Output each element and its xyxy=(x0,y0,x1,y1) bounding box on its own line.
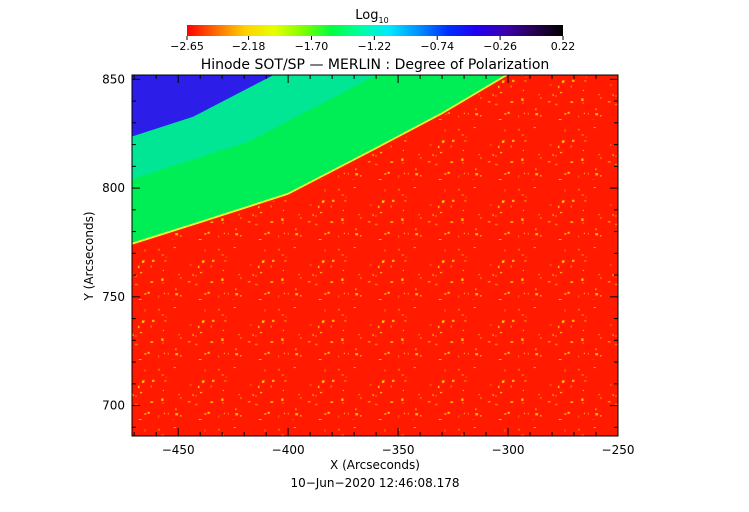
colorbar-tick-label: −2.18 xyxy=(232,40,266,53)
x-tick-label: −250 xyxy=(602,443,635,457)
x-tick-label: −450 xyxy=(162,443,195,457)
colorbar-tick-label: −0.74 xyxy=(420,40,454,53)
y-tick-label: 850 xyxy=(102,72,125,86)
plot-area xyxy=(132,75,618,436)
x-tick-label: −350 xyxy=(382,443,415,457)
colorbar-tick-label: −0.26 xyxy=(483,40,517,53)
off-limb-outer-region xyxy=(132,75,274,137)
colorbar: Log10 −2.65 −2.18 −1.70 −1.22 −0.74 −0.26 0.22 xyxy=(170,8,575,53)
chart-title: Hinode SOT/SP — MERLIN : Degree of Polar… xyxy=(201,57,550,73)
colorbar-tick-label: −1.22 xyxy=(357,40,391,53)
plot-frame xyxy=(131,74,619,437)
x-tick-label: −400 xyxy=(272,443,305,457)
x-axis: −450 −400 −350 −300 −250 xyxy=(133,75,635,457)
y-tick-label: 700 xyxy=(102,399,125,413)
y-axis-label: Y (Arcseconds) xyxy=(82,211,96,301)
colorbar-label: Log10 xyxy=(355,8,388,25)
y-tick-label: 800 xyxy=(102,181,125,195)
y-axis: 700 750 800 850 xyxy=(102,72,618,428)
timestamp: 10−Jun−2020 12:46:08.178 xyxy=(290,476,459,490)
colorbar-tick-label: 0.22 xyxy=(551,40,576,53)
x-axis-label: X (Arcseconds) xyxy=(330,458,420,472)
colorbar-gradient xyxy=(187,25,563,36)
colorbar-tick-label: −1.70 xyxy=(295,40,329,53)
colorbar-tick-label: −2.65 xyxy=(170,40,204,53)
y-tick-label: 750 xyxy=(102,290,125,304)
x-tick-label: −300 xyxy=(492,443,525,457)
